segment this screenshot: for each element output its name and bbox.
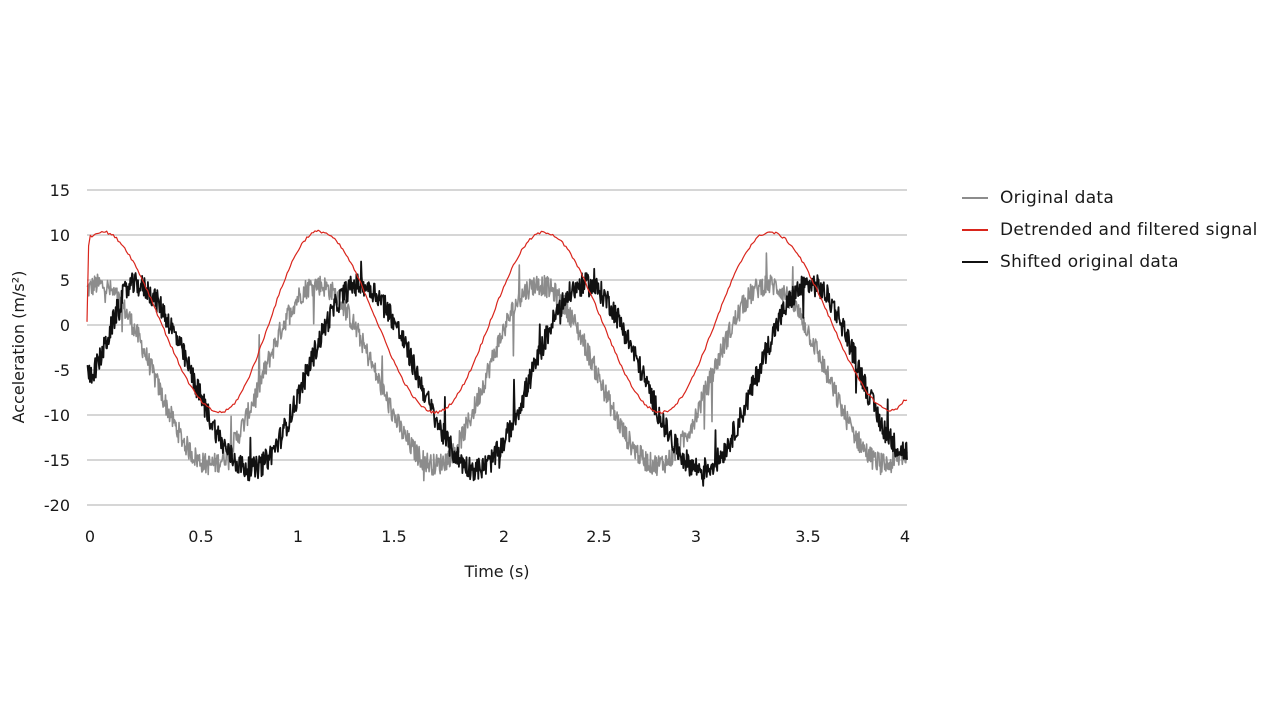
legend-swatch-gray-line-icon [962,197,988,199]
x-tick-label: 1.5 [381,527,406,546]
y-tick-label: -20 [44,496,70,515]
detrended-filtered-line [86,229,908,414]
legend-label: Shifted original data [1000,252,1179,272]
y-tick-label: 15 [50,181,70,200]
legend: Original data Detrended and filtered sig… [962,182,1258,278]
x-tick-label: 0 [85,527,95,546]
y-axis-ticks: 15 10 5 0 -5 -10 -15 -20 [44,181,70,515]
legend-item-detrended-filtered: Detrended and filtered signal [962,214,1258,246]
legend-item-original-data: Original data [962,182,1258,214]
legend-item-shifted-original: Shifted original data [962,246,1258,278]
legend-label: Original data [1000,188,1115,208]
x-tick-label: 2 [499,527,509,546]
x-tick-label: 4 [900,527,910,546]
x-axis-ticks: 0 0.5 1 1.5 2 2.5 3 3.5 4 [85,527,910,546]
x-tick-label: 2.5 [586,527,611,546]
y-tick-label: 5 [60,271,70,290]
y-tick-label: -15 [44,451,70,470]
shifted-original-line [86,260,908,487]
y-tick-label: 0 [60,316,70,335]
x-tick-label: 3.5 [795,527,820,546]
legend-label: Detrended and filtered signal [1000,220,1258,240]
legend-swatch-red-line-icon [962,229,988,231]
legend-swatch-black-line-icon [962,261,988,263]
y-tick-label: -5 [54,361,70,380]
x-tick-label: 1 [293,527,303,546]
plot-series [86,229,908,487]
y-tick-label: -10 [44,406,70,425]
x-tick-label: 3 [691,527,701,546]
y-axis-title: Acceleration (m/s²) [9,271,28,424]
x-axis-title: Time (s) [463,562,529,581]
x-tick-label: 0.5 [188,527,213,546]
y-tick-label: 10 [50,226,70,245]
